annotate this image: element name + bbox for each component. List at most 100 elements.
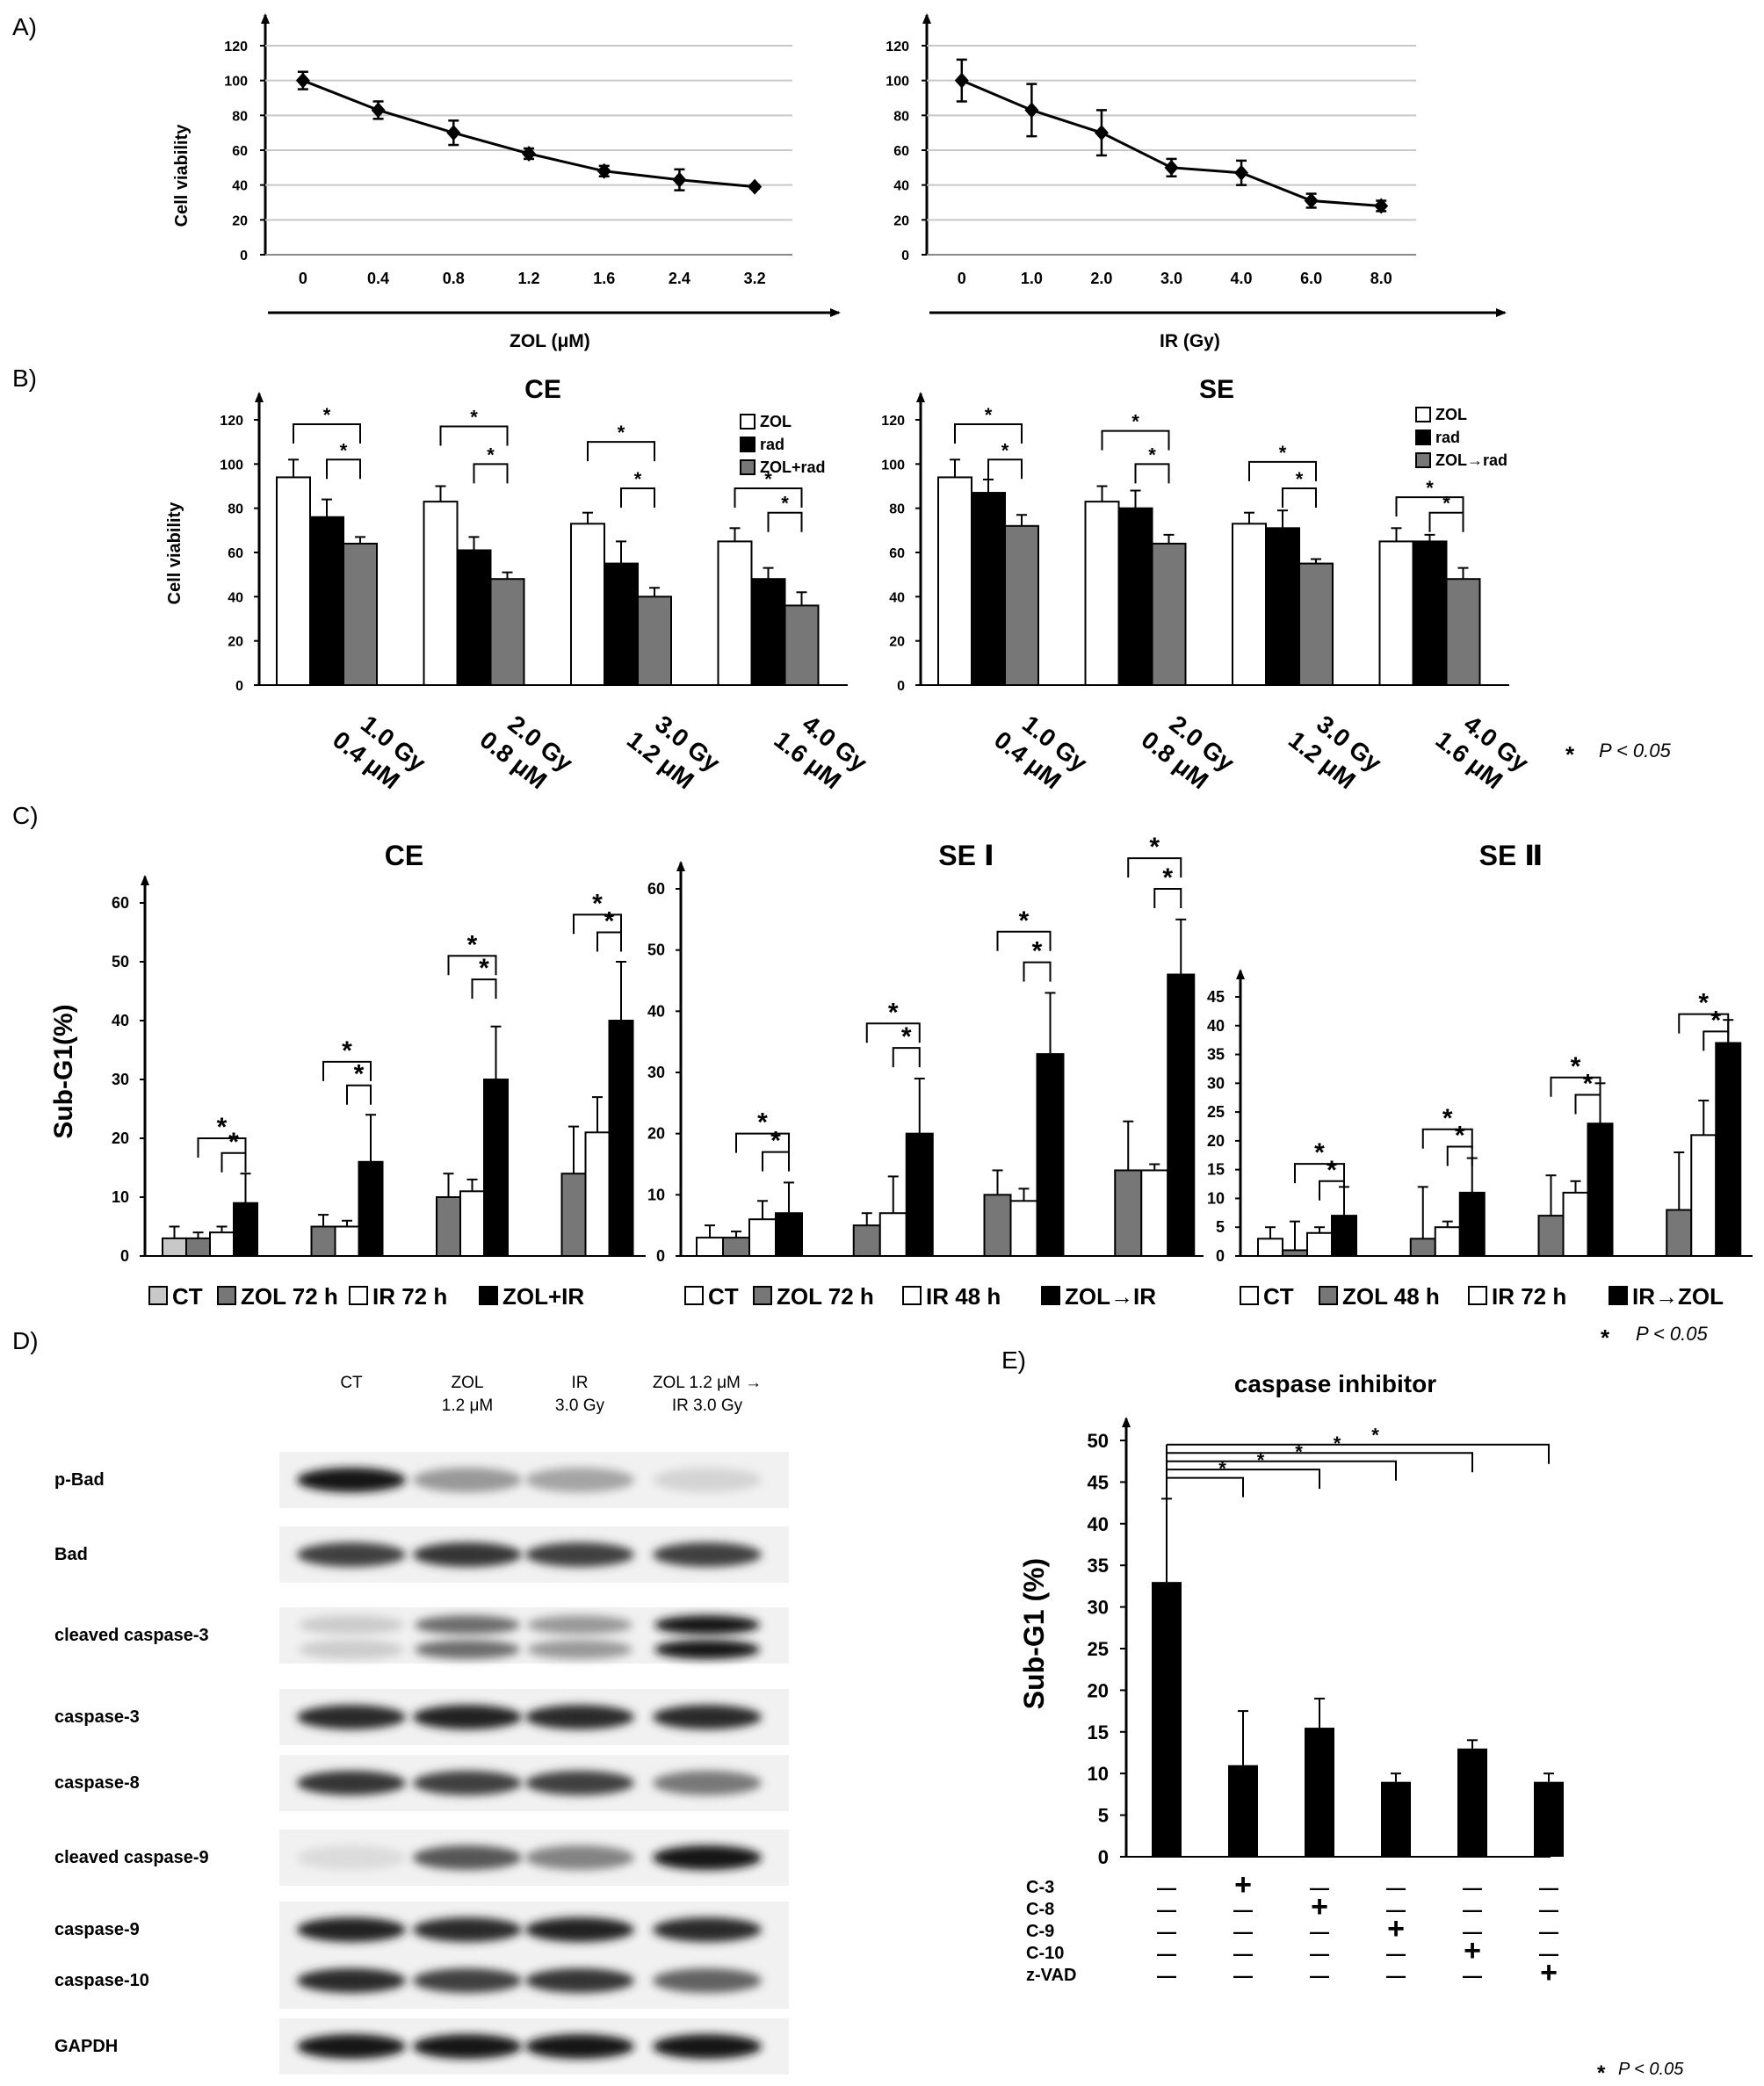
chart-c-sei-bar	[852, 1224, 881, 1257]
chart-a-left-xlabel: ZOL (μM)	[510, 331, 590, 351]
blot-lane-label: IR	[572, 1374, 589, 1392]
blot-band	[525, 2034, 634, 2059]
chart-e-bar	[1305, 1728, 1334, 1857]
chart-b-ce-significance-star: *	[634, 468, 642, 490]
blot-band	[653, 1468, 762, 1492]
chart-b-se-significance-bracket	[1282, 487, 1317, 509]
chart-c-ce-significance-bracket	[596, 931, 622, 952]
blot-band	[297, 1771, 406, 1795]
chart-c-seii-significance-star: *	[1710, 1006, 1721, 1035]
blot-band	[415, 1640, 520, 1659]
chart-c-seii-significance-star: *	[1327, 1156, 1337, 1185]
chart-b-ce-significance-bracket	[439, 425, 509, 446]
chart-c-seii-y-tick-label: 5	[1216, 1218, 1225, 1236]
blot-band	[413, 1771, 522, 1795]
chart-b-se-bar	[1412, 540, 1448, 687]
chart-c-ce-significance-bracket	[447, 955, 497, 976]
blot-band	[525, 1845, 634, 1870]
chart-c-ce-legend-label: ZOL+IR	[502, 1283, 584, 1310]
chart-b-ce-significance-star: *	[781, 493, 789, 515]
chart-b-ce-bar	[570, 523, 605, 686]
chart-e-condition-sign: +	[1311, 1890, 1328, 1924]
chart-b-se-legend-label: rad	[1435, 429, 1460, 446]
chart-c-sei-bar	[905, 1132, 934, 1257]
chart-c-ce-significance-star: *	[604, 907, 615, 936]
chart-e-condition-label: C-8	[1026, 1900, 1054, 1919]
blot-band	[527, 1640, 633, 1659]
chart-e-y-tick-label: 45	[1088, 1471, 1109, 1493]
western-blot: CT ZOL 1.2 μM IR 3.0 Gy ZOL 1.2 μM → IR 3.0 Gy…	[54, 1374, 789, 2075]
chart-c-seii-significance-star: *	[1455, 1121, 1465, 1150]
chart-a-right-series-line	[961, 79, 1382, 207]
chart-c-seii-significance-bracket	[1421, 1128, 1473, 1149]
chart-c-ce-significance-bracket	[346, 1084, 372, 1105]
chart-b-ce-y-tick-label: 80	[228, 502, 243, 517]
chart-b-se-significance-star: *	[985, 404, 993, 426]
chart-b-se-significance-bracket	[954, 423, 1023, 444]
chart-b-se-significance-bracket	[987, 458, 1023, 480]
blot-band	[413, 2034, 522, 2059]
chart-a-right-data-point	[1024, 102, 1039, 119]
chart-a-left-plot: 0 20 40 60 80 100 120 0 0.4 0.8 1.2 1.6 2.4 3.2	[224, 13, 792, 287]
chart-c-seii-bar	[1562, 1191, 1589, 1258]
chart-c-seii-bar	[1331, 1215, 1357, 1257]
chart-b-ce-legend-label: ZOL+rad	[760, 458, 826, 476]
blot-band	[297, 1845, 406, 1870]
chart-c-sei-legend-swatch	[684, 1286, 704, 1305]
blot-band	[653, 1968, 762, 1993]
blot-band	[413, 1917, 522, 1942]
chart-b-se-significance-bracket	[1428, 511, 1464, 532]
blot-band	[525, 1771, 634, 1795]
chart-c-sei-legend-swatch	[1041, 1286, 1060, 1305]
chart-c-seii-legend-swatch	[1468, 1286, 1487, 1305]
chart-a-left-y-tick-label: 0	[240, 249, 248, 263]
chart-c-seii-y-tick-label: 30	[1207, 1074, 1225, 1092]
chart-c-ce-legend-label: IR 72 h	[372, 1283, 447, 1310]
chart-a-right-y-tick-label: 0	[901, 249, 909, 263]
chart-c-ce-significance-star: *	[354, 1060, 365, 1089]
chart-c-seii-legend-label: IR→ZOL	[1632, 1283, 1724, 1310]
chart-e-condition-sign: —	[1233, 1921, 1253, 1943]
chart-b-se-legend-swatch	[1415, 407, 1431, 422]
chart-c-sei-legend-label: ZOL→IR	[1065, 1283, 1156, 1310]
chart-a-left-ylabel: Cell viability	[172, 124, 192, 227]
chart-e-condition-sign: +	[1540, 1956, 1558, 1989]
chart-e-y-tick-label: 25	[1088, 1638, 1109, 1660]
chart-a-right-y-tick-label: 60	[893, 144, 909, 159]
chart-e-condition-sign: —	[1463, 1877, 1482, 1899]
chart-e-condition-sign: —	[1310, 1943, 1329, 1965]
chart-c-sei-significance-star: *	[1032, 937, 1043, 966]
blot-lane-label: ZOL	[452, 1374, 484, 1392]
chart-e-y-tick-label: 5	[1098, 1805, 1109, 1827]
chart-b-se-bar	[1378, 540, 1414, 687]
chart-a-right-plot: 0 20 40 60 80 100 120 0 1.0 2.0 3.0 4.0 6.0 8.0	[886, 13, 1416, 287]
chart-b-se-y-tick-label: 100	[881, 458, 905, 473]
blot-lane-label: IR 3.0 Gy	[672, 1397, 743, 1415]
chart-c-ce-bar	[459, 1190, 485, 1258]
chart-b-se-y-tick-label: 60	[889, 546, 905, 561]
chart-b-se-y-tick-label: 20	[889, 635, 905, 650]
chart-a-right-xlabel: IR (Gy)	[1160, 331, 1220, 351]
chart-c-sei-y-tick-label: 0	[656, 1247, 665, 1265]
blot-band	[653, 1705, 762, 1729]
chart-c-seii-bar	[1282, 1249, 1308, 1258]
chart-c-seii-bar	[1587, 1122, 1614, 1257]
chart-b-ce-significance-bracket	[620, 487, 655, 509]
chart-c-ce-bar	[436, 1196, 461, 1257]
chart-a-right-data-point	[1374, 198, 1389, 214]
chart-b-ce-significance-bracket	[293, 423, 361, 444]
chart-b-se-significance-bracket	[1395, 496, 1464, 517]
chart-c-sei-significance-star: *	[770, 1127, 781, 1156]
chart-b-se-y-tick-label: 120	[881, 414, 905, 429]
chart-e-condition-label: z-VAD	[1026, 1966, 1076, 1985]
chart-c-seii-bar	[1715, 1042, 1742, 1258]
chart-c-sei-significance-bracket	[735, 1132, 790, 1153]
chart-a-left-y-tick-label: 80	[232, 109, 248, 124]
blot-band	[299, 1640, 404, 1659]
chart-c-seii-bar	[1434, 1226, 1461, 1257]
chart-e-y-tick-label: 35	[1088, 1555, 1109, 1577]
